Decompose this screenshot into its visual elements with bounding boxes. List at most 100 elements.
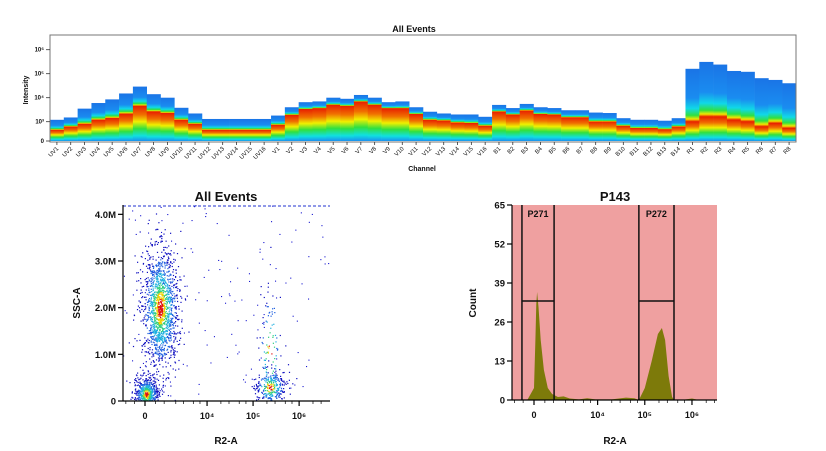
scatter-point (158, 326, 160, 328)
scatter-point (148, 288, 150, 290)
scatter-point (176, 315, 178, 317)
scatter-point (328, 263, 330, 265)
scatter-point (150, 285, 153, 287)
scatter-point (262, 390, 265, 392)
scatter-point (268, 380, 270, 382)
x-tick-label: 10⁵ (638, 410, 652, 420)
scatter-point (166, 307, 168, 309)
scatter-point (175, 312, 177, 314)
scatter-point (170, 351, 172, 353)
scatter-point (276, 358, 278, 360)
scatter-point (147, 301, 149, 303)
scatter-point (158, 309, 160, 311)
scatter-point (270, 246, 272, 248)
scatter-point (273, 346, 276, 348)
scatter-point (163, 278, 165, 281)
scatter-point (168, 288, 170, 290)
scatter-point (165, 296, 168, 299)
scatter-point (146, 383, 149, 386)
scatter-point (162, 280, 164, 282)
scatter-point (152, 301, 154, 303)
scatter-point (161, 265, 163, 267)
scatter-point (170, 395, 172, 397)
scatter-point (267, 366, 269, 368)
scatter-point (160, 349, 162, 351)
scatter-point (154, 392, 156, 395)
scatter-point (161, 342, 163, 344)
scatter-point (151, 331, 153, 333)
scatter-point (152, 289, 154, 292)
scatter-point (276, 384, 279, 386)
scatter-x-label: R2-A (214, 436, 237, 447)
scatter-point (150, 272, 152, 275)
scatter-point (273, 376, 275, 378)
scatter-point (261, 386, 263, 388)
scatter-point (143, 389, 145, 392)
scatter-point (157, 309, 159, 311)
scatter-point (226, 356, 228, 358)
scatter-point (150, 378, 152, 380)
scatter-point (147, 392, 149, 394)
scatter-point (221, 260, 223, 262)
scatter-point (154, 352, 156, 355)
scatter-point (162, 355, 164, 357)
scatter-point (257, 329, 259, 331)
scatter-point (163, 311, 165, 313)
spectrum-bar-v8 (367, 97, 382, 141)
scatter-point (166, 342, 168, 344)
scatter-point (153, 298, 155, 300)
scatter-point (166, 259, 169, 261)
scatter-point (150, 393, 152, 395)
scatter-point (149, 393, 151, 395)
scatter-point (284, 382, 286, 384)
spectrum-bar-v9 (381, 102, 396, 141)
scatter-point (153, 389, 155, 391)
spectrum-chart: All Events Intensity Channel UV1 UV2 UV3 UV… (23, 24, 797, 173)
scatter-point (161, 320, 163, 322)
scatter-point (164, 287, 166, 289)
scatter-point (149, 377, 151, 379)
scatter-point (157, 337, 159, 339)
scatter-point (265, 377, 267, 379)
scatter-point (150, 242, 152, 244)
scatter-point (171, 332, 174, 334)
scatter-point (168, 281, 170, 283)
scatter-point (140, 374, 142, 376)
scatter-point (147, 259, 149, 261)
scatter-point (161, 220, 163, 222)
scatter-point (163, 283, 165, 285)
scatter-point (161, 251, 163, 253)
scatter-point (135, 393, 137, 395)
scatter-point (228, 293, 230, 295)
scatter-point (175, 318, 177, 320)
scatter-point (140, 397, 142, 399)
scatter-point (165, 330, 167, 333)
scatter-point (148, 255, 150, 257)
scatter-point (164, 306, 166, 308)
scatter-point (150, 327, 152, 329)
scatter-point (148, 332, 150, 335)
scatter-point (253, 379, 255, 381)
scatter-point (156, 326, 158, 328)
spectrum-bar-uv1 (50, 119, 65, 141)
scatter-point (177, 288, 179, 290)
scatter-point (271, 364, 273, 366)
scatter-point (164, 322, 166, 325)
scatter-point (150, 336, 152, 338)
scatter-point (157, 306, 159, 308)
scatter-point (148, 312, 150, 314)
scatter-point (142, 252, 144, 254)
scatter-point (271, 398, 273, 400)
scatter-point (153, 297, 155, 299)
scatter-point (266, 351, 268, 353)
scatter-point (158, 284, 160, 286)
scatter-point (182, 363, 184, 365)
scatter-point (159, 267, 161, 269)
scatter-point (164, 385, 166, 387)
scatter-point (169, 287, 171, 289)
scatter-point (157, 323, 159, 325)
scatter-point (163, 350, 165, 352)
scatter-point (166, 319, 169, 321)
scatter-point (267, 352, 269, 354)
